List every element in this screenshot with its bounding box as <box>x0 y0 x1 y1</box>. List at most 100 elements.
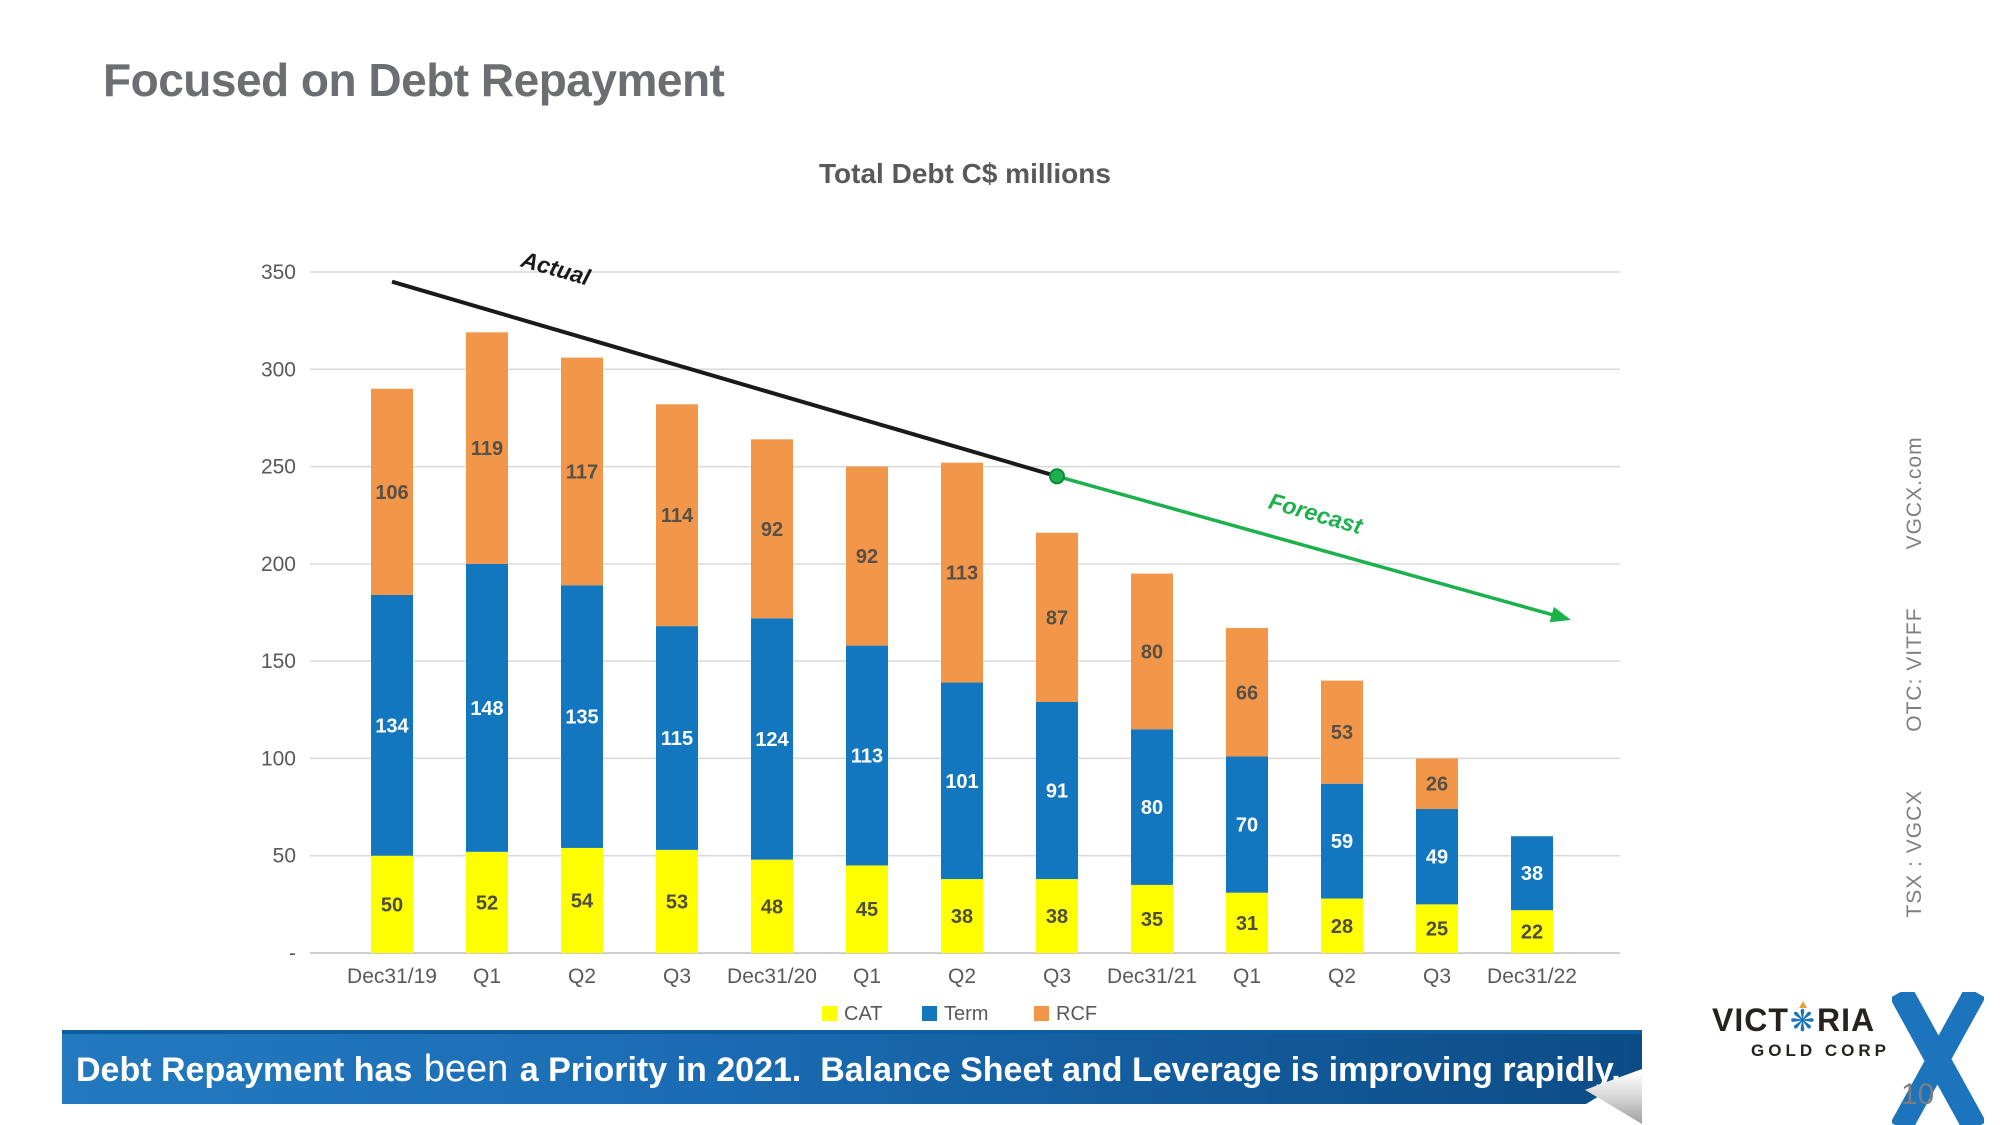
logo-subtitle: GOLD CORP <box>1751 1041 1890 1060</box>
banner-text-segment: Debt Repayment has <box>76 1050 422 1089</box>
x-axis-label: Q3 <box>663 965 691 988</box>
bar-value-label: 80 <box>1141 641 1163 663</box>
page-number: 10 <box>1901 1078 1935 1111</box>
bar-value-label: 115 <box>661 728 693 750</box>
bar-segment-term <box>846 645 888 866</box>
bottom-banner: Debt Repayment has been a Priority in 20… <box>62 1030 1642 1124</box>
legend-label: CAT <box>844 1003 883 1025</box>
bar-value-label: 113 <box>946 563 978 585</box>
bar-value-label: 31 <box>1236 913 1258 935</box>
bar-value-label: 28 <box>1331 916 1353 938</box>
bar-value-label: 50 <box>381 894 403 916</box>
bar-segment-term <box>1131 729 1173 885</box>
bar-segment-rcf <box>1036 532 1078 703</box>
banner-text-segment: a Priority in 2021. Balance Sheet and Le… <box>510 1050 1621 1089</box>
bar-value-label: 48 <box>761 896 783 918</box>
ticker-sidebar: TSX : VGCX OTC: VITFF VGCX.com <box>1903 436 1927 917</box>
x-axis-label: Dec31/21 <box>1107 965 1197 988</box>
bar-segment-term <box>371 594 413 856</box>
chart-legend: CAT Term RCF <box>822 1003 1097 1025</box>
bar-value-label: 135 <box>565 707 598 729</box>
bar-segment-cat <box>656 849 698 953</box>
x-axis-label: Dec31/20 <box>727 965 817 988</box>
victoria-gold-logo: VICT ❋ RIA GOLD CORP <box>1712 992 1992 1125</box>
bar-segment-term <box>1226 756 1268 893</box>
bar-segment-term <box>1511 836 1553 911</box>
starburst-o-icon: ❋ <box>1789 1005 1817 1038</box>
bar-segment-cat <box>1226 892 1268 953</box>
bar-segment-term <box>751 618 793 860</box>
bar-value-label: 117 <box>566 461 598 483</box>
forecast-start-dot <box>1049 468 1065 485</box>
bar-value-label: 49 <box>1426 847 1448 869</box>
bar-value-label: 45 <box>856 899 878 921</box>
bar-segment-rcf <box>656 404 698 627</box>
bar-value-label: 35 <box>1141 909 1163 931</box>
bar-segment-cat <box>1131 884 1173 953</box>
bar-segment-rcf <box>846 466 888 646</box>
bar-segment-rcf <box>751 439 793 619</box>
x-axis-label: Q1 <box>473 965 501 988</box>
bar-segment-cat <box>1416 904 1458 953</box>
banner-text-segment: been <box>423 1047 509 1090</box>
bar-segment-cat <box>1511 910 1553 953</box>
bar-segment-cat <box>561 847 603 953</box>
x-axis-label: Q2 <box>1328 965 1356 988</box>
bar-segment-rcf <box>1321 680 1363 784</box>
bar-segment-cat <box>1321 898 1363 953</box>
bar-value-label: 92 <box>856 546 878 568</box>
y-axis-label: - <box>289 942 296 965</box>
bar-value-label: 53 <box>1331 722 1353 744</box>
legend-swatch <box>1034 1006 1049 1021</box>
bar-segment-cat <box>941 879 983 953</box>
bar-segment-cat <box>466 851 508 953</box>
bar-value-label: 26 <box>1426 774 1448 796</box>
bar-value-label: 113 <box>851 746 883 768</box>
bar-value-label: 22 <box>1521 922 1543 944</box>
bar-segment-rcf <box>941 462 983 683</box>
bar-segment-term <box>656 626 698 850</box>
actual-line <box>391 279 1058 479</box>
bar-segment-rcf <box>561 357 603 586</box>
y-axis-label: 50 <box>273 845 296 868</box>
bar-value-label: 38 <box>1046 906 1068 928</box>
bar-value-label: 124 <box>755 729 789 751</box>
bar-value-label: 106 <box>375 482 408 504</box>
logo-text-part: VICT <box>1712 1002 1789 1038</box>
logo-x-icon <box>1892 992 1984 1125</box>
x-axis-label: Q1 <box>853 965 881 988</box>
x-axis-label: Q2 <box>568 965 596 988</box>
bar-segment-rcf <box>1131 573 1173 730</box>
banner-text: Debt Repayment has been a Priority in 20… <box>76 1048 1621 1091</box>
bar-segment-term <box>561 585 603 848</box>
forecast-line <box>1056 474 1566 621</box>
bar-value-label: 91 <box>1046 781 1068 803</box>
bar-value-label: 80 <box>1141 797 1163 819</box>
bar-value-label: 119 <box>471 438 503 460</box>
bar-value-label: 101 <box>945 771 978 793</box>
y-axis-label: 150 <box>261 650 296 673</box>
bar-value-label: 38 <box>951 906 973 928</box>
chart-title: Total Debt C$ millions <box>819 158 1111 189</box>
legend-swatch <box>922 1006 937 1021</box>
y-axis-label: 250 <box>261 456 296 479</box>
forecast-arrowhead <box>1549 606 1572 623</box>
bar-value-label: 114 <box>661 505 694 527</box>
y-axis-label: 300 <box>261 358 296 381</box>
debt-chart: Total Debt C$ millions - 50 100 150 200 250 30… <box>230 150 1630 1030</box>
x-axis-label: Q3 <box>1423 965 1451 988</box>
logo-wordmark: VICT ❋ RIA <box>1712 1002 1992 1039</box>
page-title: Focused on Debt Repayment <box>103 54 725 106</box>
legend-swatch <box>822 1006 837 1021</box>
y-axis-label: 200 <box>261 553 296 576</box>
bar-value-label: 92 <box>761 519 783 541</box>
bar-segment-term <box>1036 702 1078 880</box>
bar-segment-term <box>1321 783 1363 899</box>
bar-segment-cat <box>371 855 413 953</box>
x-axis-label: Dec31/19 <box>347 965 437 988</box>
legend-label: RCF <box>1056 1003 1097 1025</box>
bar-segment-rcf <box>1416 758 1458 810</box>
x-axis-label: Q1 <box>1233 965 1261 988</box>
ticker-otc: OTC: VITFF <box>1903 607 1926 732</box>
